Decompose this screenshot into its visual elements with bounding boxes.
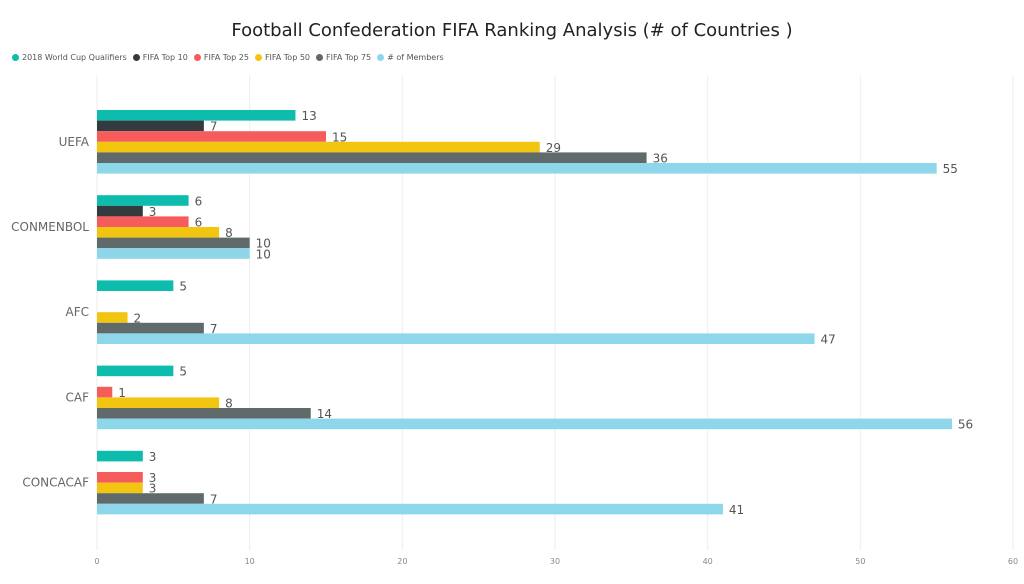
data-label: 2 xyxy=(134,311,142,325)
legend-swatch xyxy=(377,54,385,61)
bar[interactable] xyxy=(97,333,815,344)
x-tick-label: 0 xyxy=(94,557,99,566)
bar[interactable] xyxy=(97,227,220,238)
data-label: 8 xyxy=(225,226,233,240)
data-label: 47 xyxy=(821,333,836,347)
category-label: UEFA xyxy=(59,135,90,149)
data-label: 1 xyxy=(118,386,126,400)
x-tick-label: 60 xyxy=(1008,557,1018,566)
legend-item[interactable]: FIFA Top 10 xyxy=(132,53,188,62)
bar[interactable] xyxy=(97,152,647,163)
bar[interactable] xyxy=(97,248,250,259)
bar[interactable] xyxy=(97,482,143,494)
legend-swatch xyxy=(316,54,324,61)
legend-item[interactable]: FIFA Top 75 xyxy=(316,53,371,62)
data-label: 15 xyxy=(332,130,347,144)
bar[interactable] xyxy=(97,312,128,323)
bar[interactable] xyxy=(97,195,189,206)
data-label: 10 xyxy=(256,247,271,261)
bar[interactable] xyxy=(97,365,174,377)
legend-swatch xyxy=(254,54,262,61)
x-tick-label: 10 xyxy=(245,557,255,566)
data-label: 3 xyxy=(149,471,157,485)
x-tick-label: 30 xyxy=(550,557,560,566)
data-label: 14 xyxy=(317,407,332,421)
data-label: 7 xyxy=(210,120,218,134)
bar[interactable] xyxy=(97,386,113,398)
data-label: 5 xyxy=(179,280,187,294)
data-label: 10 xyxy=(256,237,271,251)
data-label: 7 xyxy=(210,492,218,506)
bar[interactable] xyxy=(97,503,723,515)
bar[interactable] xyxy=(97,216,189,227)
bar[interactable] xyxy=(97,472,143,483)
category-label: CONCACAF xyxy=(22,476,89,490)
legend-swatch xyxy=(132,54,140,61)
data-label: 6 xyxy=(195,216,203,230)
bar[interactable] xyxy=(97,131,326,142)
category-label: CAF xyxy=(66,390,90,404)
data-label: 3 xyxy=(149,205,157,219)
category-label: AFC xyxy=(66,305,90,319)
data-label: 5 xyxy=(179,365,187,379)
bar[interactable] xyxy=(97,493,204,504)
chart-title: Football Confederation FIFA Ranking Anal… xyxy=(231,20,793,41)
category-label: CONMENBOL xyxy=(11,220,89,234)
data-label: 3 xyxy=(149,450,157,464)
bar[interactable] xyxy=(97,450,143,462)
data-label: 8 xyxy=(225,397,233,411)
data-label: 3 xyxy=(149,482,157,496)
bar[interactable] xyxy=(97,237,250,249)
data-label: 56 xyxy=(958,418,973,432)
legend-swatch xyxy=(193,54,201,61)
bar[interactable] xyxy=(97,120,204,132)
bar[interactable] xyxy=(97,418,952,430)
legend-label: FIFA Top 75 xyxy=(326,53,372,62)
data-label: 13 xyxy=(301,109,316,123)
data-label: 41 xyxy=(729,503,744,517)
bar[interactable] xyxy=(97,397,220,408)
bar[interactable] xyxy=(97,110,296,121)
x-tick-label: 50 xyxy=(855,557,865,566)
legend-label: 2018 World Cup Qualifiers xyxy=(22,53,127,62)
data-label: 7 xyxy=(210,322,218,336)
legend-label: FIFA Top 10 xyxy=(142,53,188,62)
bar[interactable] xyxy=(97,141,540,153)
bar[interactable] xyxy=(97,280,174,291)
bar[interactable] xyxy=(97,205,143,217)
bar[interactable] xyxy=(97,163,937,174)
legend-item[interactable]: # of Members xyxy=(377,53,444,62)
legend-label: # of Members xyxy=(387,53,444,62)
x-tick-label: 20 xyxy=(397,557,407,566)
data-label: 6 xyxy=(195,194,203,208)
legend: 2018 World Cup Qualifiers FIFA Top 10 FIFA… xyxy=(12,53,444,62)
data-label: 29 xyxy=(546,141,561,155)
legend-item[interactable]: FIFA Top 50 xyxy=(254,53,311,62)
legend-item[interactable]: FIFA Top 25 xyxy=(193,53,249,62)
legend-swatch xyxy=(12,54,19,61)
legend-item[interactable]: 2018 World Cup Qualifiers xyxy=(12,53,127,62)
legend-label: FIFA Top 25 xyxy=(203,53,249,62)
bar[interactable] xyxy=(97,322,204,334)
data-label: 36 xyxy=(653,152,668,166)
bar[interactable] xyxy=(97,408,311,419)
legend-label: FIFA Top 50 xyxy=(264,53,311,62)
data-label: 55 xyxy=(943,162,958,176)
x-tick-label: 40 xyxy=(703,557,713,566)
